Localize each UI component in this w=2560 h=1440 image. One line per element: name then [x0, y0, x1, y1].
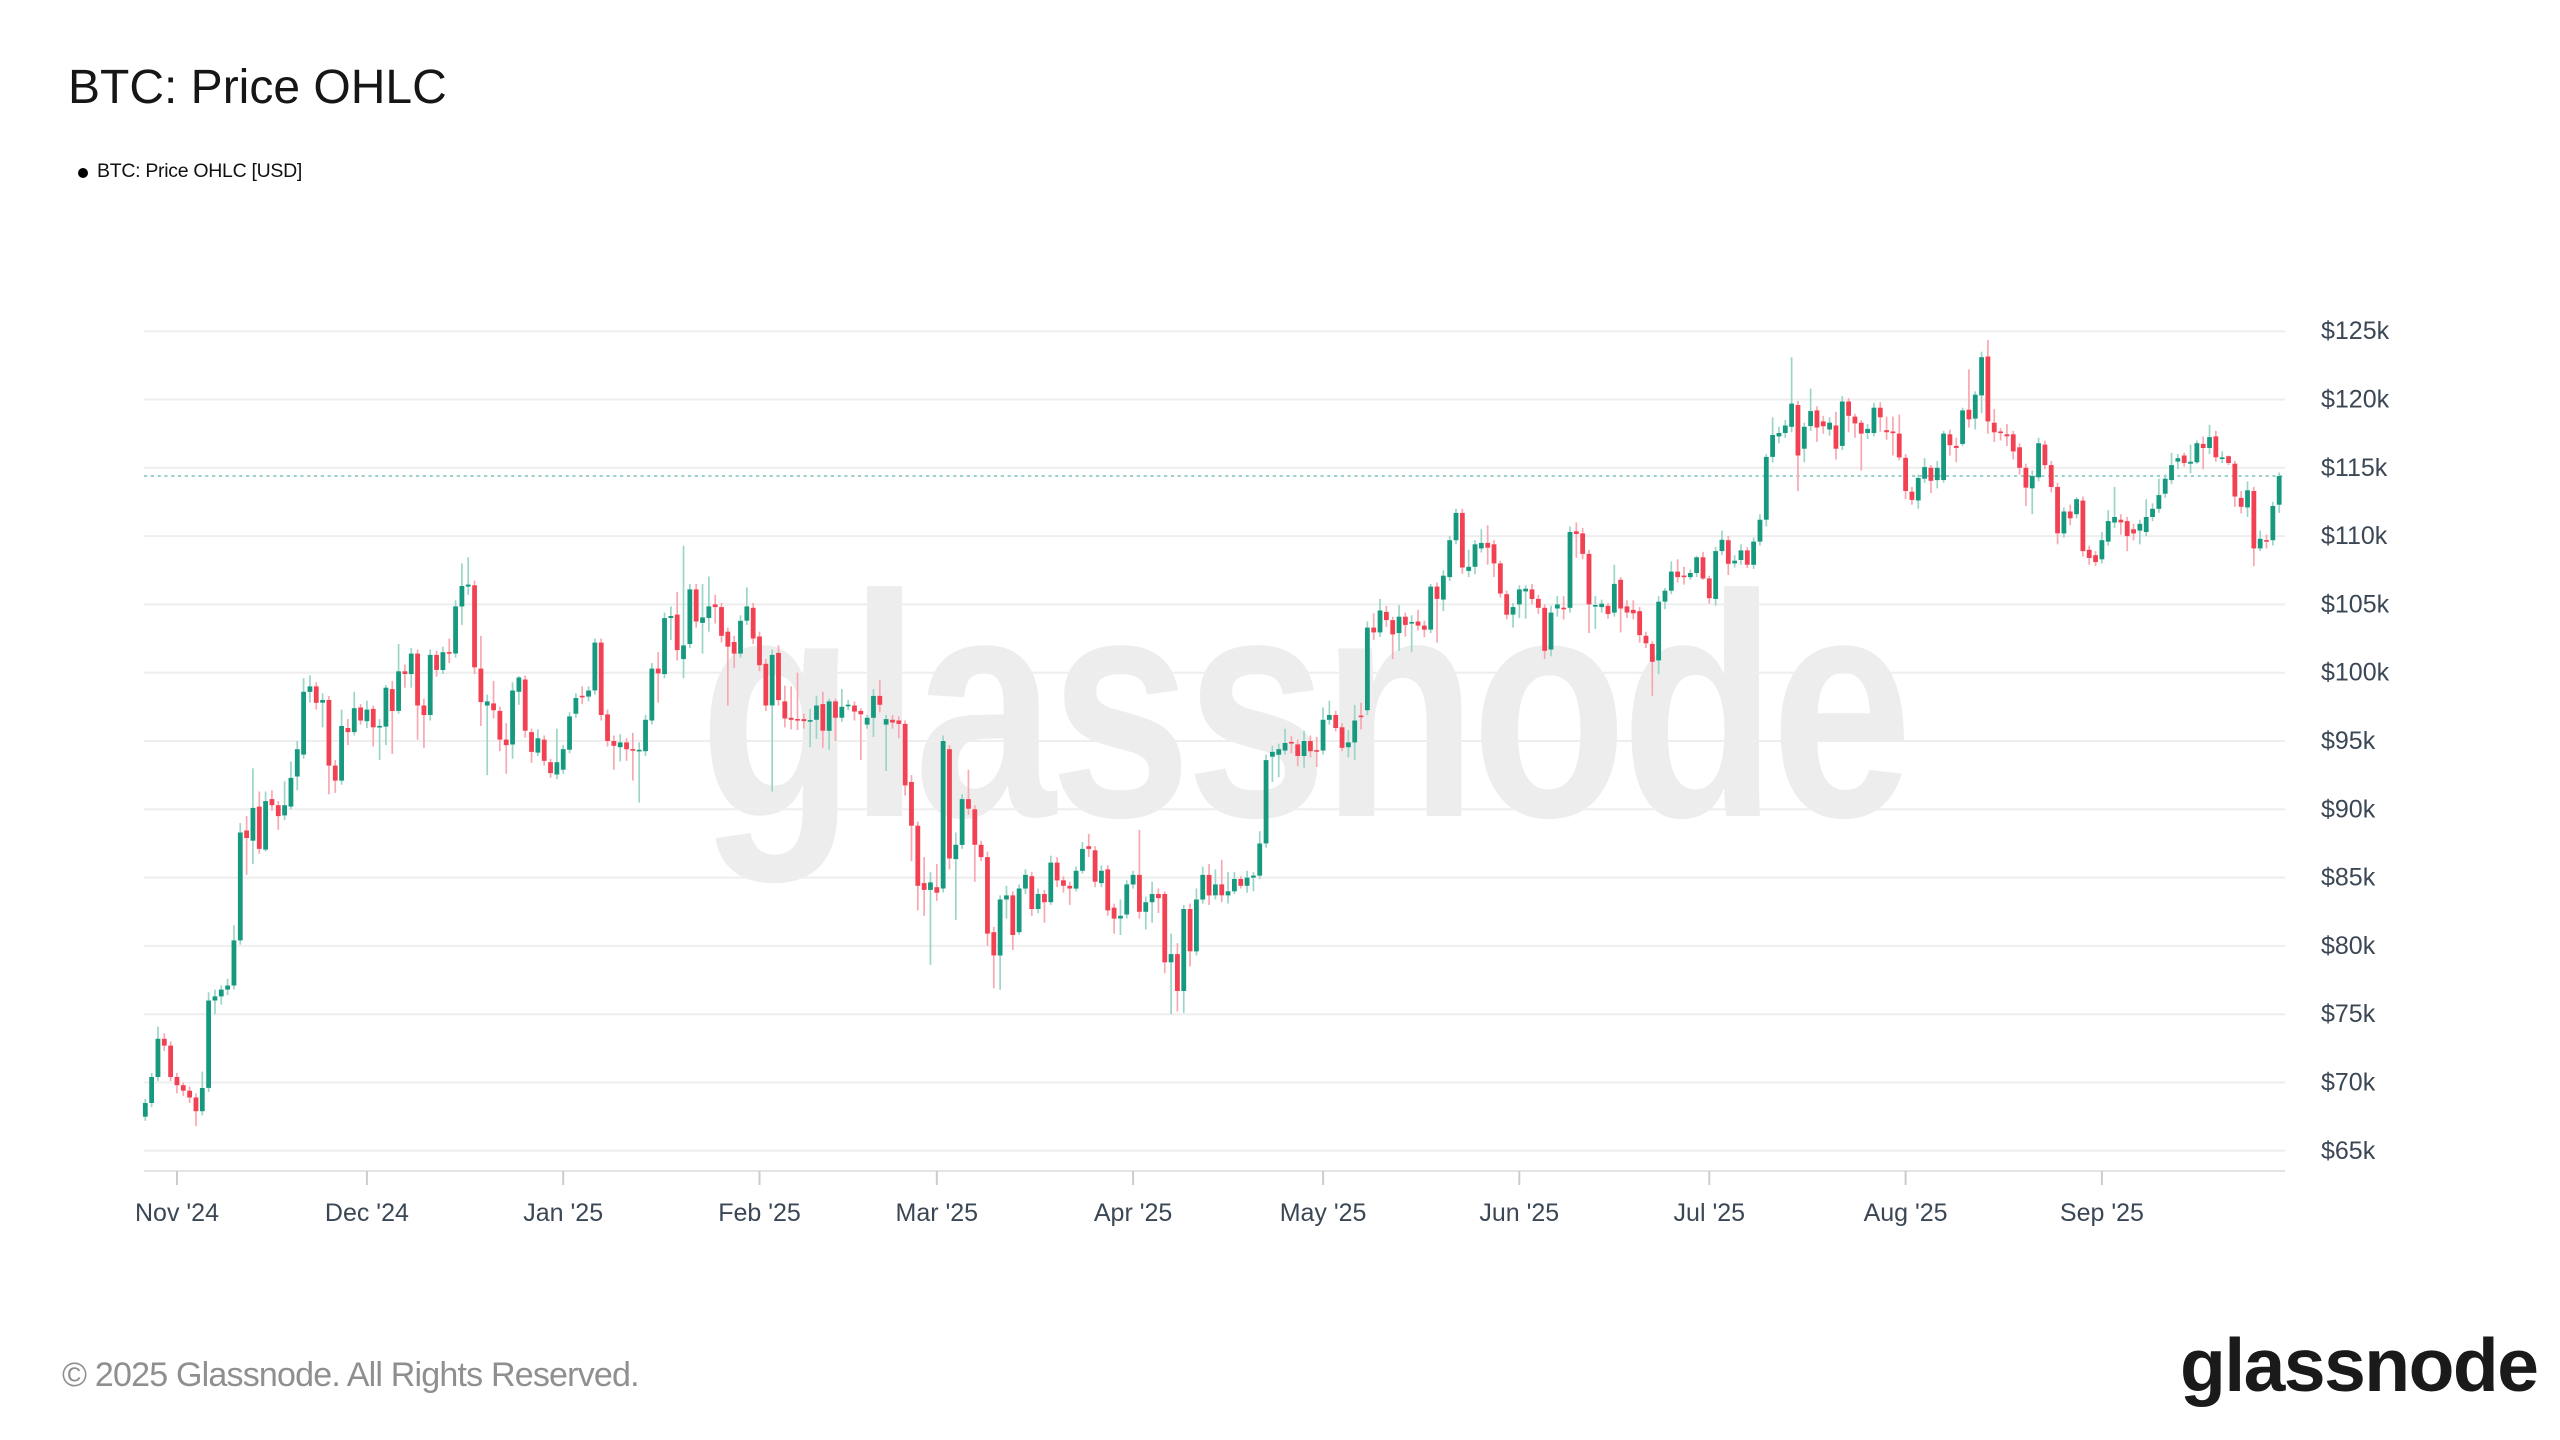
svg-text:$95k: $95k [2321, 727, 2376, 755]
svg-text:$110k: $110k [2321, 522, 2388, 550]
svg-text:$80k: $80k [2321, 932, 2376, 960]
svg-text:Jun '25: Jun '25 [1479, 1199, 1559, 1227]
svg-text:Sep '25: Sep '25 [2060, 1199, 2144, 1227]
svg-text:Apr '25: Apr '25 [1094, 1199, 1172, 1227]
svg-text:$90k: $90k [2321, 795, 2376, 823]
svg-text:$70k: $70k [2321, 1069, 2376, 1097]
svg-text:May '25: May '25 [1280, 1199, 1367, 1227]
svg-text:$120k: $120k [2321, 386, 2390, 414]
svg-text:Nov '24: Nov '24 [135, 1199, 219, 1227]
svg-text:$105k: $105k [2321, 590, 2390, 618]
svg-text:$100k: $100k [2321, 659, 2390, 687]
svg-text:$65k: $65k [2321, 1137, 2376, 1165]
svg-text:Dec '24: Dec '24 [325, 1199, 409, 1227]
svg-text:Jul '25: Jul '25 [1674, 1199, 1745, 1227]
svg-text:$115k: $115k [2321, 454, 2388, 482]
svg-text:Mar '25: Mar '25 [896, 1199, 979, 1227]
svg-text:Feb '25: Feb '25 [718, 1199, 801, 1227]
svg-text:$85k: $85k [2321, 864, 2376, 892]
svg-text:Aug '25: Aug '25 [1864, 1199, 1948, 1227]
svg-text:Jan '25: Jan '25 [523, 1199, 603, 1227]
svg-text:$125k: $125k [2321, 317, 2390, 345]
svg-text:$75k: $75k [2321, 1000, 2376, 1028]
